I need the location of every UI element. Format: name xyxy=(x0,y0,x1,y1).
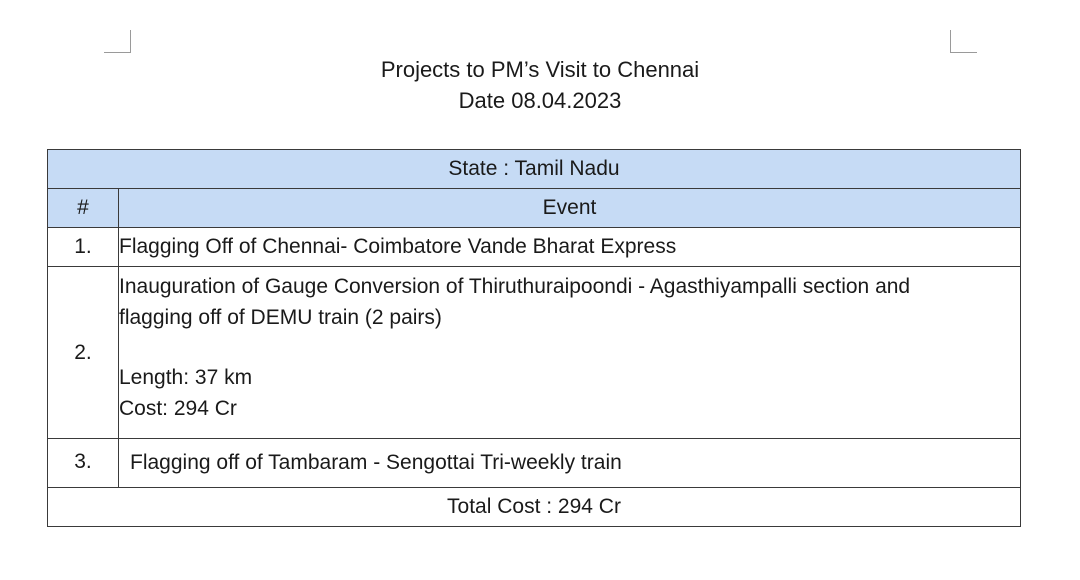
total-cost-cell: Total Cost : 294 Cr xyxy=(47,487,1021,527)
table-row: 1. Flagging Off of Chennai- Coimbatore V… xyxy=(47,227,1021,267)
event-cell: Flagging off of Tambaram - Sengottai Tri… xyxy=(118,438,1021,488)
document-date: Date 08.04.2023 xyxy=(458,88,622,113)
page-corner-mark-top-right xyxy=(950,30,977,53)
state-header-row: State : Tamil Nadu xyxy=(47,149,1021,189)
row-number: 3. xyxy=(47,438,119,488)
event-cell: Flagging Off of Chennai- Coimbatore Vand… xyxy=(118,227,1021,267)
row-number: 2. xyxy=(47,266,119,439)
event-text: Flagging off of Tambaram - Sengottai Tri… xyxy=(130,451,622,474)
total-row: Total Cost : 294 Cr xyxy=(47,487,1021,527)
column-header-number: # xyxy=(47,188,119,228)
spacer xyxy=(119,333,1020,362)
table-row: 3. Flagging off of Tambaram - Sengottai … xyxy=(47,438,1021,488)
events-table: State : Tamil Nadu # Event 1. Flagging O… xyxy=(47,149,1021,527)
event-text: Flagging Off of Chennai- Coimbatore Vand… xyxy=(119,235,677,258)
document-title: Projects to PM’s Visit to Chennai xyxy=(380,57,700,82)
column-header-row: # Event xyxy=(47,188,1021,228)
event-cell: Inauguration of Gauge Conversion of Thir… xyxy=(118,266,1021,439)
state-header-cell: State : Tamil Nadu xyxy=(47,149,1021,189)
page-corner-mark-top-left xyxy=(104,30,131,53)
event-text-line-2: flagging off of DEMU train (2 pairs) xyxy=(119,306,442,329)
column-header-event: Event xyxy=(118,188,1021,228)
event-text-line-1: Inauguration of Gauge Conversion of Thir… xyxy=(119,275,911,298)
row-number: 1. xyxy=(47,227,119,267)
event-cost: Cost: 294 Cr xyxy=(119,397,237,420)
table-row: 2. Inauguration of Gauge Conversion of T… xyxy=(47,266,1021,439)
event-length: Length: 37 km xyxy=(119,366,253,389)
